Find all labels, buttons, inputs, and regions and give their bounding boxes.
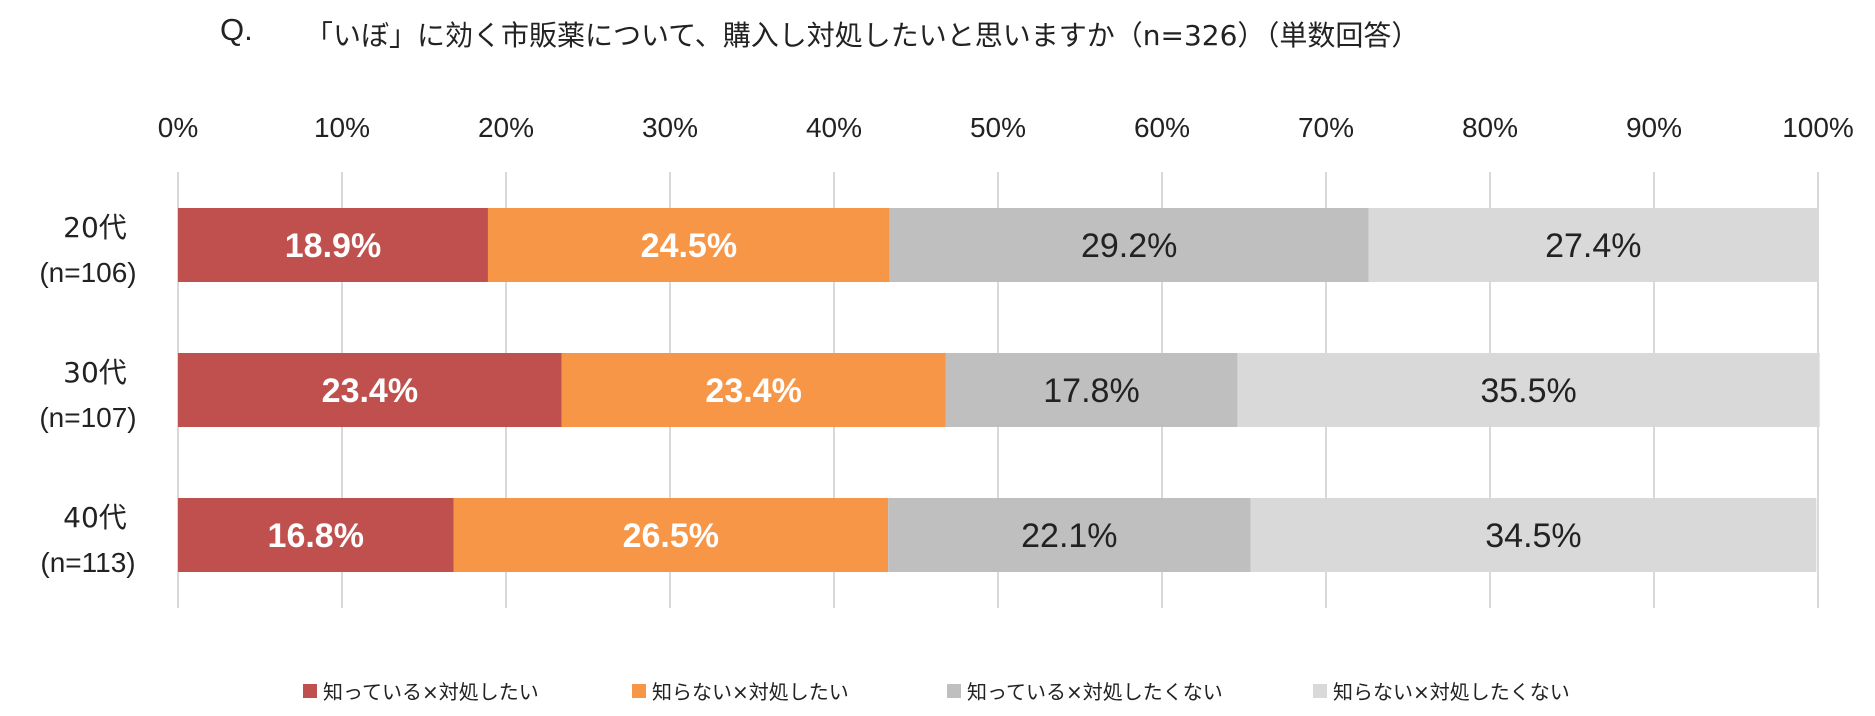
x-tick-label: 40% (806, 112, 862, 143)
legend-item: 知っている×対処したくない (947, 676, 1223, 705)
bar-segment (453, 498, 889, 572)
data-label: 22.1% (1021, 517, 1117, 555)
category-sublabel: (n=106) (39, 257, 136, 288)
x-tick-label: 70% (1298, 112, 1354, 143)
category-label: 40代 (63, 501, 127, 534)
legend-swatch (303, 683, 317, 698)
legend-item: 知らない×対処したくない (1313, 676, 1570, 705)
data-label: 24.5% (641, 227, 737, 265)
x-tick-label: 30% (642, 112, 698, 143)
bar-segment (178, 208, 488, 282)
data-label: 23.4% (322, 372, 418, 410)
category-label: 30代 (63, 356, 127, 389)
category-sublabel: (n=107) (39, 402, 136, 433)
bar-segment (561, 353, 946, 427)
question-prefix: Q. (220, 12, 253, 47)
legend-swatch (947, 683, 961, 698)
bar-segment (487, 208, 890, 282)
stacked-bar-chart: 0% 10% 20% 30% 40% 50% 60% 70% 80% 90% 100% 18.9% 24… (39, 112, 1854, 608)
bar-segment (1368, 208, 1818, 282)
data-label: 34.5% (1485, 517, 1581, 555)
bar-segment (1250, 498, 1817, 572)
bar-segment (945, 353, 1238, 427)
x-tick-label: 100% (1782, 112, 1854, 143)
x-tick-label: 50% (970, 112, 1026, 143)
legend-swatch (632, 683, 646, 698)
bar-segment (888, 498, 1251, 572)
x-tick-label: 0% (158, 112, 198, 143)
bar-segment (889, 208, 1369, 282)
legend-label: 知らない×対処したい (652, 680, 849, 704)
legend-label: 知っている×対処したい (323, 680, 539, 704)
bar-segment (178, 353, 562, 427)
x-tick-label: 60% (1134, 112, 1190, 143)
data-label: 26.5% (623, 517, 719, 555)
data-label: 29.2% (1081, 227, 1177, 265)
x-tick-label: 10% (314, 112, 370, 143)
legend-label: 知っている×対処したくない (967, 680, 1223, 704)
data-label: 35.5% (1480, 372, 1576, 410)
x-tick-label: 20% (478, 112, 534, 143)
bar-segment (178, 498, 454, 572)
legend-swatch (1313, 683, 1327, 698)
data-label: 18.9% (285, 227, 381, 265)
category-sublabel: (n=113) (40, 547, 135, 578)
category-label: 20代 (63, 211, 127, 244)
legend-label: 知らない×対処したくない (1333, 680, 1570, 704)
data-label: 23.4% (705, 372, 801, 410)
bar-segment (1237, 353, 1820, 427)
x-tick-label: 90% (1626, 112, 1682, 143)
data-label: 16.8% (268, 517, 364, 555)
legend-item: 知っている×対処したい (303, 676, 539, 705)
chart-legend: 知っている×対処したい 知らない×対処したい 知っている×対処したくない 知らない×対… (0, 676, 1875, 706)
legend-item: 知らない×対処したい (632, 676, 849, 705)
question-text: 「いぼ」に効く市販薬について、購入し対処したいと思いますか（n=326）（単数回… (305, 19, 1420, 52)
data-label: 27.4% (1545, 227, 1641, 265)
x-tick-label: 80% (1462, 112, 1518, 143)
data-label: 17.8% (1043, 372, 1139, 410)
